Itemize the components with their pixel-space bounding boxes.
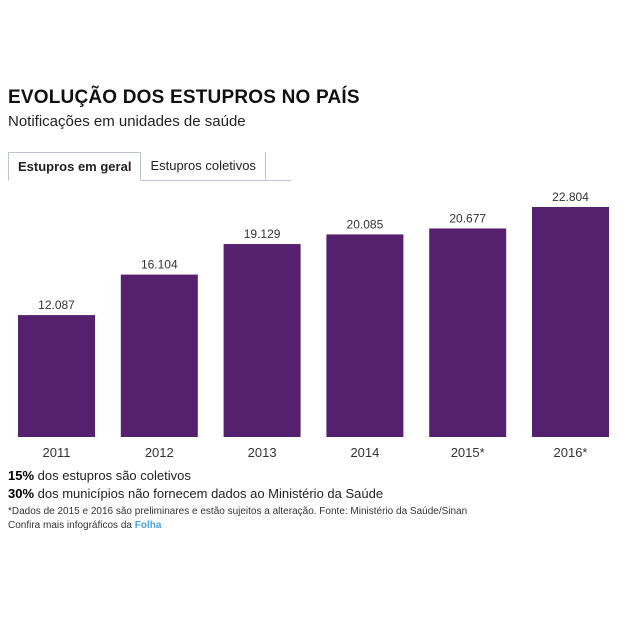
source-footnote: *Dados de 2015 e 2016 são preliminares e… [8,506,468,517]
x-tick-2016: 2016* [554,445,588,460]
x-tick-2011: 2011 [43,445,71,460]
tab-estupros-em-geral[interactable]: Estupros em geral [8,152,142,181]
bar-2016 [532,207,609,437]
x-tick-2013: 2013 [248,445,277,460]
bar-2011 [18,315,95,437]
note-municipios-text: dos municípios não fornecem dados ao Min… [34,486,384,501]
bar-2012 [120,274,198,437]
value-label-2015: 20.677 [449,211,486,225]
tab-bar: Estupros em geral Estupros coletivos [8,152,291,181]
value-label-2012: 16.104 [141,258,178,272]
bar-2014 [326,234,404,437]
x-tick-2012: 2012 [145,445,174,460]
note-coletivos-percent: 15% [8,468,35,483]
more-infographics: Confira mais infográficos da Folha [8,519,608,533]
chart-title: EVOLUÇÃO DOS ESTUPROS NO PAÍS [8,87,360,108]
note-coletivos-text: dos estupros são coletivos [34,468,191,483]
value-label-2013: 19.129 [244,227,281,241]
bar-chart: 12.087 2011 16.104 2012 19.129 2013 20.085 2014… [18,190,609,460]
value-label-2014: 20.085 [347,217,384,231]
bar-2013 [223,244,301,437]
tab-estupros-coletivos[interactable]: Estupros coletivos [141,152,266,180]
more-infographics-text: Confira mais infográficos da [8,520,135,531]
note-municipios: 30% dos municípios não fornecem dados ao… [8,485,608,503]
chart-subtitle: Notificações em unidades de saúde [8,113,246,130]
bar-2015 [429,228,507,437]
x-tick-2015: 2015* [451,445,485,460]
note-coletivos: 15% dos estupros são coletivos [8,467,608,485]
x-tick-2014: 2014 [350,445,379,460]
folha-link[interactable]: Folha [134,520,162,531]
notes: 15% dos estupros são coletivos 30% dos m… [8,467,608,533]
value-label-2016: 22.804 [552,190,589,204]
value-label-2011: 12.087 [38,298,75,312]
note-municipios-percent: 30% [8,486,35,501]
